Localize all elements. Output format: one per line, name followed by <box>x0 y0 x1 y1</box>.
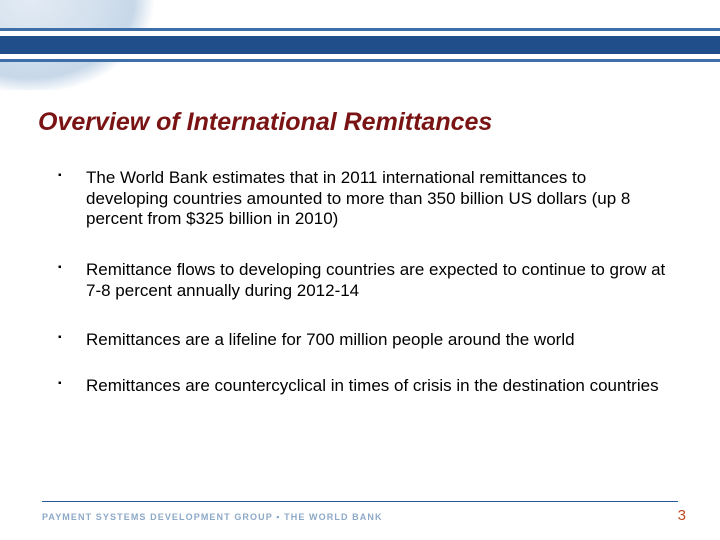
slide: Overview of International Remittances Th… <box>0 0 720 540</box>
bullet-item: Remittances are a lifeline for 700 milli… <box>58 330 672 351</box>
slide-title: Overview of International Remittances <box>38 108 680 137</box>
header-bar <box>0 28 720 64</box>
header-bar-inner <box>0 36 720 54</box>
bullet-list: The World Bank estimates that in 2011 in… <box>58 168 672 397</box>
footer-text: PAYMENT SYSTEMS DEVELOPMENT GROUP ▪ THE … <box>42 512 383 522</box>
bullet-item: Remittance flows to developing countries… <box>58 260 672 301</box>
footer-divider <box>42 501 678 502</box>
bullet-item: Remittances are countercyclical in times… <box>58 376 672 397</box>
header-band <box>0 0 720 82</box>
page-number: 3 <box>678 507 686 524</box>
bullet-item: The World Bank estimates that in 2011 in… <box>58 168 672 230</box>
